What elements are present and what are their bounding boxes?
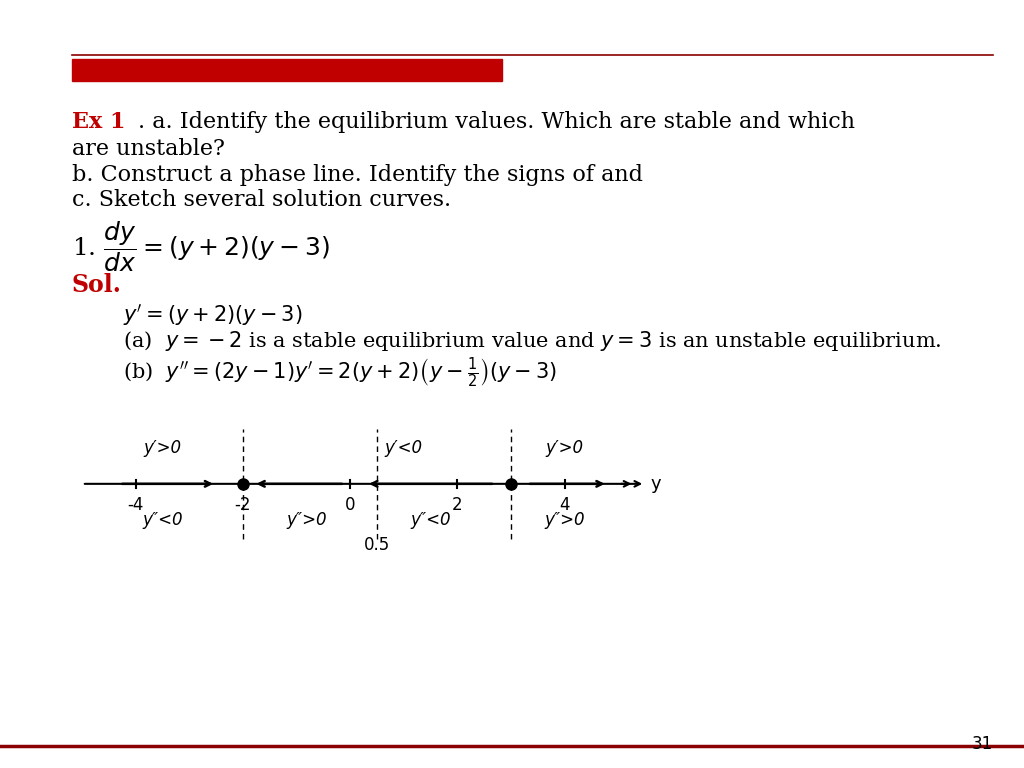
Text: Sol.: Sol. — [72, 273, 122, 296]
Text: y′<0: y′<0 — [385, 439, 423, 457]
Text: y: y — [650, 475, 662, 493]
Text: 2: 2 — [452, 496, 463, 515]
Text: (a)  $y = -2$ is a stable equilibrium value and $y = 3$ is an unstable equilibri: (a) $y = -2$ is a stable equilibrium val… — [123, 329, 941, 353]
Text: (b)  $y'' = (2y - 1)y' = 2(y + 2)\left(y - \frac{1}{2}\right)(y - 3)$: (b) $y'' = (2y - 1)y' = 2(y + 2)\left(y … — [123, 356, 557, 390]
Text: y′>0: y′>0 — [143, 439, 181, 457]
Text: y″>0: y″>0 — [287, 511, 328, 529]
Text: -2: -2 — [234, 496, 251, 515]
Text: y′>0: y′>0 — [546, 439, 584, 457]
Text: -4: -4 — [127, 496, 143, 515]
Text: b. Construct a phase line. Identify the signs of and: b. Construct a phase line. Identify the … — [72, 164, 643, 186]
Text: are unstable?: are unstable? — [72, 138, 224, 161]
Text: c. Sketch several solution curves.: c. Sketch several solution curves. — [72, 189, 451, 211]
Text: $y' = (y + 2)(y - 3)$: $y' = (y + 2)(y - 3)$ — [123, 302, 302, 328]
Text: Ex 1: Ex 1 — [72, 111, 125, 134]
Text: 1. $\dfrac{dy}{dx} = (y + 2)(y - 3)$: 1. $\dfrac{dy}{dx} = (y + 2)(y - 3)$ — [72, 219, 330, 273]
Text: y″<0: y″<0 — [142, 511, 182, 529]
Text: 0.5: 0.5 — [364, 535, 390, 554]
Text: . a. Identify the equilibrium values. Which are stable and which: . a. Identify the equilibrium values. Wh… — [138, 111, 855, 134]
Text: y″<0: y″<0 — [411, 511, 451, 529]
Bar — [72, 59, 502, 81]
Text: 4: 4 — [559, 496, 570, 515]
Text: 31: 31 — [972, 735, 993, 753]
Text: y″>0: y″>0 — [545, 511, 585, 529]
Text: 0: 0 — [345, 496, 355, 515]
